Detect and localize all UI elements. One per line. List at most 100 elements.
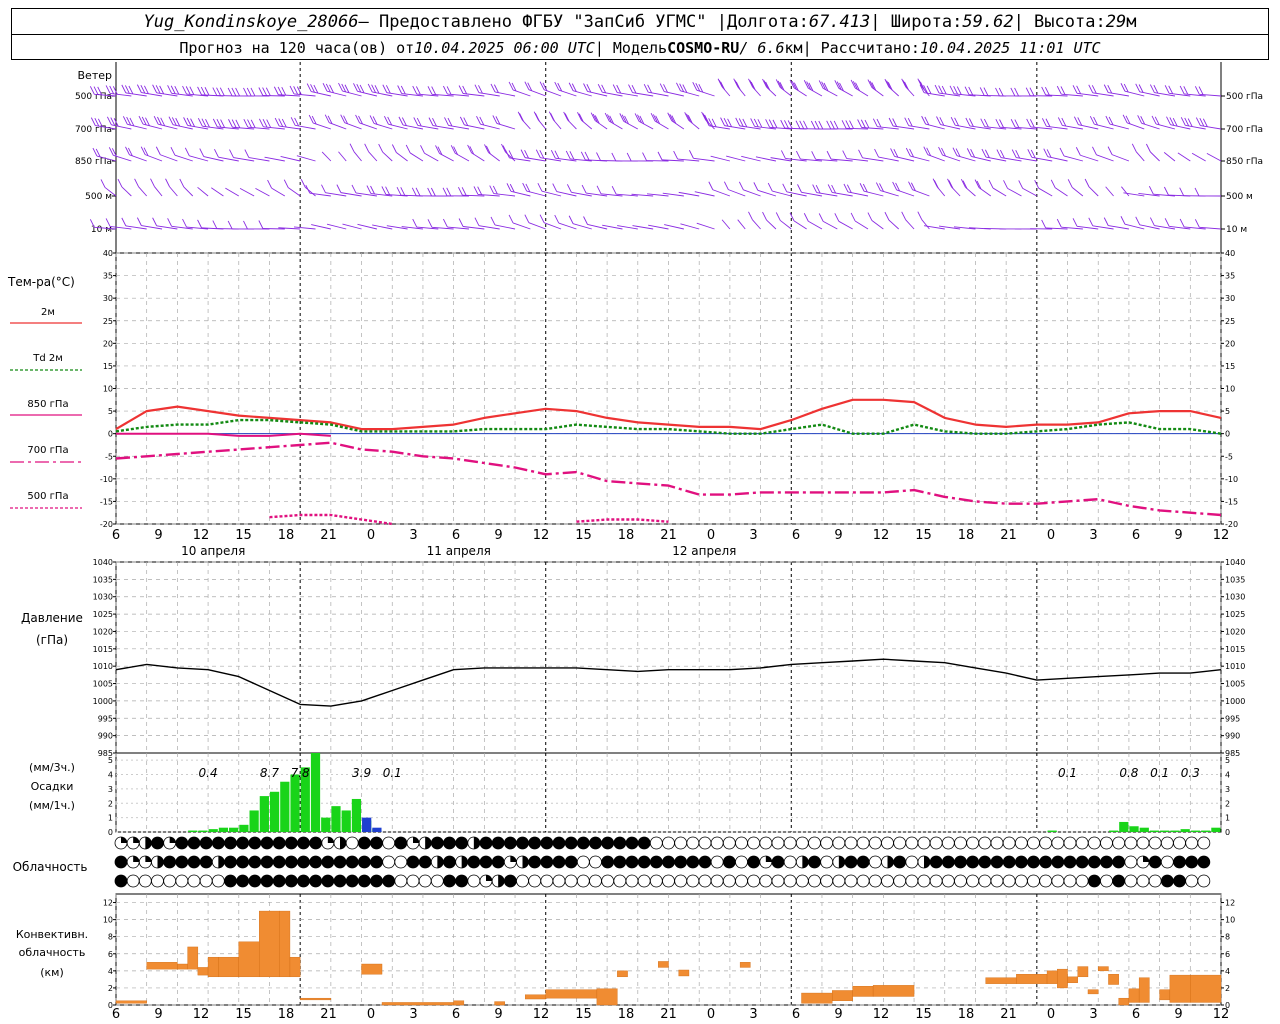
wind-barb-feather (364, 143, 370, 153)
wind-barb-staff (757, 189, 777, 197)
wind-barb-feather (548, 111, 554, 120)
wind-barb-staff (203, 156, 224, 162)
cloud-symbol (357, 874, 371, 888)
wind-barb-feather (818, 80, 824, 89)
ytick-right: 40 (1225, 249, 1235, 258)
cloud-symbol (1160, 855, 1174, 869)
cloud-symbol (698, 836, 712, 850)
wind-barb-feather (1059, 147, 1065, 157)
wind-barb-feather (823, 82, 829, 92)
wind-barb-feather (1195, 117, 1201, 126)
precip-bar-rain (1190, 830, 1201, 832)
wind-barb-feather (121, 217, 127, 227)
cloud-symbol (1075, 874, 1089, 888)
cloud-symbol (1051, 836, 1065, 850)
wind-barb-feather (1093, 116, 1098, 126)
hour-tick-label: 18 (618, 528, 635, 543)
hour-tick-label: 15 (575, 528, 592, 543)
wind-barb-feather (467, 144, 473, 154)
wind-barb-feather (1044, 86, 1050, 96)
wind-barb-feather (227, 87, 233, 97)
wind-barb-staff (396, 152, 408, 162)
wind-barb-staff (340, 192, 362, 197)
convective-bar (832, 990, 853, 1001)
wind-barb-feather (647, 84, 653, 94)
cloud-symbol-fill (1143, 856, 1149, 862)
wind-barb-feather (810, 120, 816, 130)
wind-barb-feather (580, 151, 586, 160)
header-box: Yug_Kondinskoye_28066 – Предоставлено ФГ… (11, 8, 1269, 60)
wind-barb-feather (1088, 84, 1094, 94)
cloud-symbol (759, 836, 773, 850)
wind-barb-feather (947, 178, 952, 188)
wind-barb-feather (412, 218, 418, 228)
convective-bar (658, 961, 669, 968)
wind-barb-feather (695, 82, 701, 92)
wind-barb-feather (258, 87, 264, 96)
wind-barb-feather (97, 86, 103, 96)
wind-barb-staff (1061, 226, 1083, 230)
ytick-left: 1010 (93, 662, 113, 671)
cloud-symbol-fill (133, 837, 140, 843)
wind-barb-feather (970, 148, 976, 158)
wind-barb-staff (616, 193, 638, 197)
cloud-symbol (1027, 855, 1040, 869)
ytick-right: 3 (1225, 785, 1230, 794)
wind-barb-staff (169, 186, 178, 197)
wind-barb-feather (583, 216, 588, 225)
cloud-symbol (540, 874, 554, 888)
wind-barb-feather (294, 117, 300, 127)
ytick-left: 1030 (93, 593, 113, 602)
wind-barb-feather (427, 187, 433, 197)
wind-barb-feather (358, 115, 363, 125)
cloud-symbol (114, 874, 128, 888)
precip-bar-rain (269, 791, 280, 832)
wind-barb-feather (789, 212, 795, 222)
ytick-right: 1025 (1225, 610, 1245, 619)
cloud-symbol-fill (437, 856, 444, 868)
cloud-symbol (990, 874, 1004, 888)
wind-barb-feather (974, 179, 980, 188)
hour-tick-label: 15 (915, 528, 932, 543)
cloud-symbol (382, 874, 396, 888)
wind-barb-staff (587, 224, 608, 230)
precip-bar-rain (1047, 830, 1057, 832)
wind-barb-staff (287, 187, 301, 197)
cloud-symbol (1124, 874, 1138, 888)
wind-barb-feather (1014, 119, 1020, 128)
cloud-symbol (1112, 836, 1126, 850)
wind-barb-feather (1183, 86, 1189, 95)
ytick-right: -15 (1225, 497, 1238, 506)
wind-barb-staff (953, 226, 976, 230)
ytick-left: 2 (108, 799, 113, 808)
ytick-right: 20 (1225, 339, 1235, 348)
wind-barb-feather (508, 150, 514, 159)
wind-barb-feather (229, 149, 234, 158)
wind-barb-staff (355, 192, 377, 197)
alt-value: 29 (1105, 11, 1127, 32)
wind-barb-staff (225, 187, 240, 197)
wind-level-label-left: 500 гПа (75, 92, 112, 102)
wind-barb-feather (216, 87, 221, 96)
wind-barb-feather (1164, 186, 1169, 196)
cloud-symbol (722, 855, 736, 869)
ytick-left: 0 (108, 828, 113, 837)
wind-barb-feather (1057, 117, 1063, 126)
wind-barb-feather (594, 115, 600, 124)
convective-bar (678, 969, 690, 977)
wind-barb-staff (992, 187, 1007, 197)
wind-barb-staff (304, 186, 316, 197)
wind-barb-feather (262, 118, 268, 128)
cloud-symbol (187, 855, 201, 869)
hour-tick-label: 9 (494, 528, 502, 543)
wind-barb-staff (1184, 226, 1206, 230)
cloud-symbol (1173, 855, 1186, 869)
wind-barb-feather (748, 78, 753, 87)
cloud-symbol (309, 874, 323, 888)
wind-barb-feather (443, 85, 448, 95)
wind-barb-feather (742, 118, 748, 128)
hour-tick-label: 9 (1174, 1007, 1182, 1022)
header-row-station: Yug_Kondinskoye_28066 – Предоставлено ФГ… (12, 9, 1268, 35)
cloud-symbol (917, 836, 931, 850)
